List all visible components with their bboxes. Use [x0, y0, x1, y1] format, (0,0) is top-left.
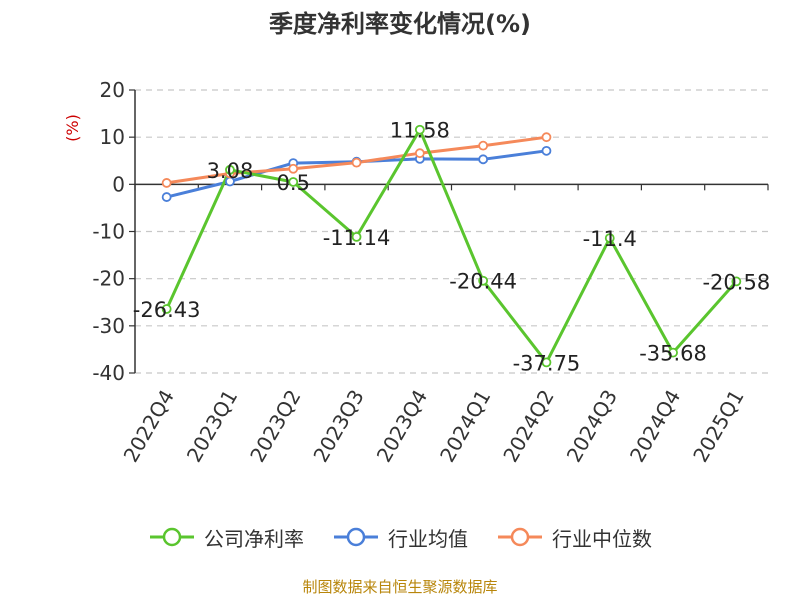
- y-tick-label: -10: [92, 220, 125, 244]
- legend-item-1[interactable]: 行业均值: [332, 523, 468, 552]
- y-tick-label: 0: [112, 172, 125, 196]
- y-tick-label: 10: [100, 125, 125, 149]
- x-tick-label: 2023Q2: [245, 386, 305, 467]
- chart-title: 季度净利率变化情况(%): [269, 10, 531, 38]
- data-label: -20.44: [449, 270, 517, 294]
- legend-label: 行业中位数: [552, 526, 652, 551]
- legend-marker: [162, 527, 182, 547]
- series-line-0: [165, 128, 738, 364]
- data-point-2: [414, 148, 425, 159]
- data-point-2: [288, 163, 299, 174]
- y-tick-label: -40: [92, 361, 125, 385]
- source-note: 制图数据来自恒生聚源数据库: [302, 578, 498, 596]
- data-point-2: [351, 157, 362, 168]
- legend-swatch-icon: [498, 527, 542, 547]
- data-point-0: [478, 275, 489, 286]
- legend-marker: [346, 527, 366, 547]
- data-label: 3.08: [207, 159, 254, 183]
- legend-swatch-icon: [334, 527, 378, 547]
- data-point-1: [541, 145, 552, 156]
- data-label: -35.68: [639, 342, 707, 366]
- y-tick-label: -20: [92, 267, 125, 291]
- legend-label: 行业均值: [388, 526, 468, 551]
- x-tick-label: 2024Q4: [625, 386, 685, 467]
- data-point-2: [478, 140, 489, 151]
- data-label: -11.14: [323, 226, 391, 250]
- data-points: [161, 124, 742, 368]
- data-point-0: [604, 233, 615, 244]
- data-label: 0.5: [277, 171, 310, 195]
- data-label: -26.43: [133, 298, 201, 322]
- x-tick-label: 2025Q1: [688, 386, 748, 467]
- legend-item-2[interactable]: 行业中位数: [496, 523, 652, 552]
- data-labels: -26.43 3.08 0.5 -11.14 11.58 -20.44 -37.75 -11.…: [133, 119, 770, 376]
- data-point-1: [161, 192, 172, 202]
- data-label: -11.4: [583, 227, 637, 251]
- data-point-2: [541, 132, 552, 143]
- x-tick-label: 2024Q1: [435, 386, 495, 467]
- legend: 公司净利率 行业均值 行业中位数: [0, 520, 800, 554]
- data-point-0: [414, 124, 425, 135]
- data-label: -37.75: [513, 351, 581, 375]
- data-point-0: [731, 276, 742, 287]
- legend-marker: [510, 527, 530, 547]
- x-tick-label: 2024Q2: [498, 386, 558, 467]
- legend-swatch-icon: [150, 527, 194, 547]
- x-tick-label: 2023Q1: [182, 386, 242, 467]
- data-point-0: [225, 164, 235, 175]
- data-point-0: [161, 304, 172, 314]
- x-tick-label: 2024Q3: [562, 386, 622, 467]
- x-tick-label: 2023Q4: [372, 386, 432, 467]
- data-point-0: [288, 177, 299, 187]
- data-point-0: [668, 347, 678, 358]
- data-point-0: [541, 357, 552, 368]
- x-tick-label: 2023Q3: [308, 386, 368, 467]
- x-tick-label: 2022Q4: [119, 386, 179, 467]
- y-tick-label: 20: [100, 78, 125, 102]
- grid-lines: [135, 89, 768, 374]
- data-label: 11.58: [390, 119, 450, 143]
- legend-item-0[interactable]: 公司净利率: [148, 523, 304, 552]
- legend-label: 公司净利率: [204, 526, 304, 551]
- data-point-0: [351, 231, 362, 242]
- y-axis-label: (%): [63, 114, 82, 142]
- data-point-2: [161, 178, 172, 188]
- data-point-1: [478, 154, 489, 165]
- data-label: -20.58: [702, 270, 770, 294]
- y-tick-label: -30: [92, 314, 125, 338]
